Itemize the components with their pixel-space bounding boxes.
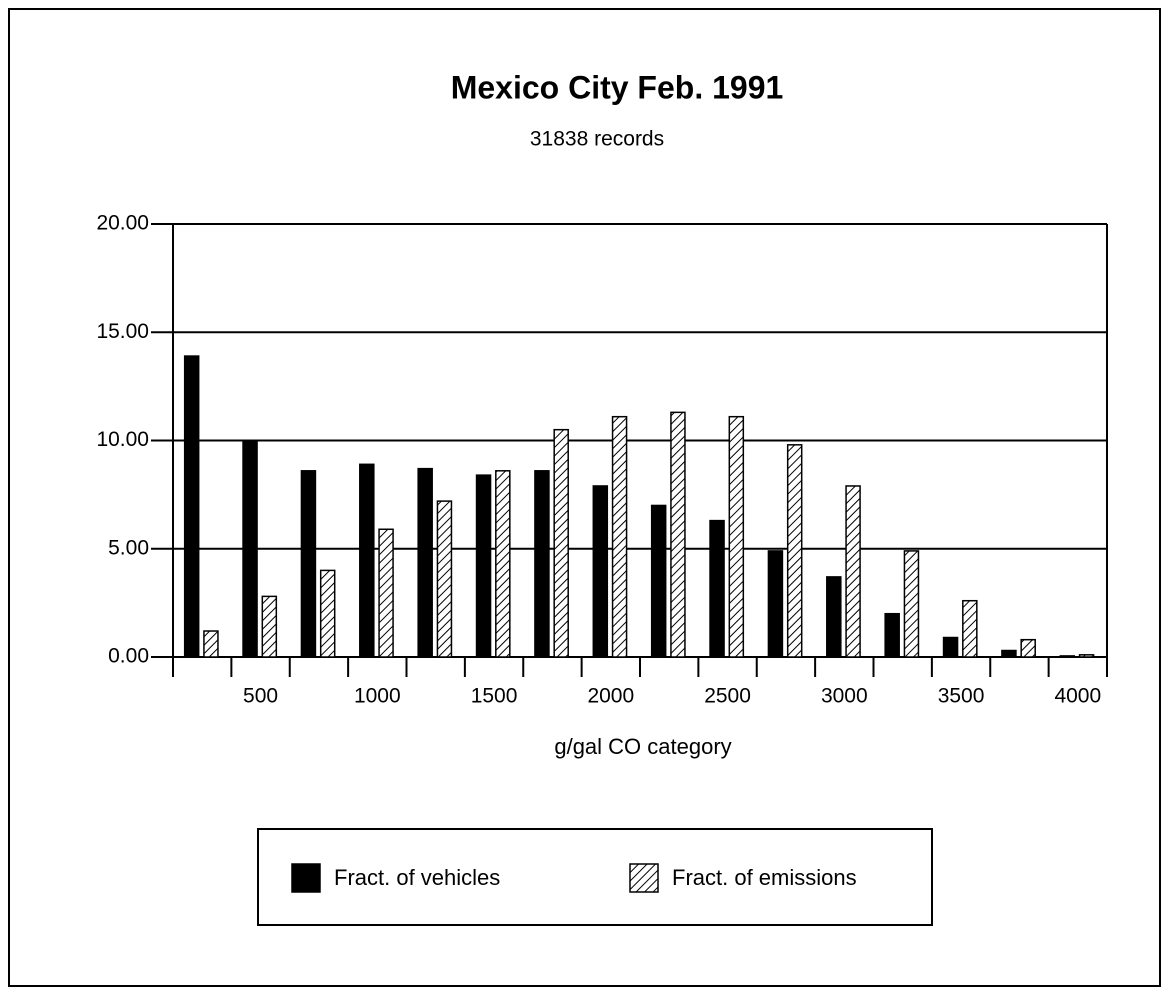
bar <box>553 428 569 658</box>
y-tick-label: 15.00 <box>96 320 149 343</box>
y-tick-label: 5.00 <box>108 536 149 559</box>
bar <box>1001 649 1017 658</box>
x-tick-label: 2000 <box>587 685 634 708</box>
bar <box>728 415 745 658</box>
bar <box>884 612 900 658</box>
bar <box>378 528 394 658</box>
legend-label: Fract. of emissions <box>672 865 857 890</box>
bar <box>417 467 433 658</box>
x-tick-label: 2500 <box>704 685 751 708</box>
bar <box>767 550 784 658</box>
x-tick-label: 1500 <box>471 685 518 708</box>
bar <box>845 485 861 658</box>
bar <box>826 576 842 658</box>
bar <box>359 463 375 658</box>
bar <box>942 636 959 658</box>
y-tick-label: 10.00 <box>96 428 149 451</box>
bar <box>534 470 550 658</box>
frame <box>8 8 1161 987</box>
x-tick-label: 1000 <box>354 685 401 708</box>
legend-swatch <box>291 863 321 893</box>
bar <box>495 470 511 658</box>
bar <box>203 630 219 658</box>
bar <box>1020 638 1036 658</box>
bar <box>611 415 628 658</box>
bar <box>300 470 317 658</box>
chart-title: Mexico City Feb. 1991 <box>451 69 784 105</box>
legend-box <box>257 828 933 926</box>
bar <box>261 595 278 658</box>
bar <box>592 485 609 658</box>
chart-subtitle: 31838 records <box>530 128 664 151</box>
x-tick-label: 3000 <box>821 685 868 708</box>
bar <box>1078 654 1095 658</box>
bar <box>1059 655 1076 658</box>
bar <box>709 519 725 658</box>
bar <box>436 500 453 658</box>
x-tick-label: 3500 <box>938 685 985 708</box>
bar <box>670 411 686 658</box>
bar <box>962 599 978 658</box>
bar <box>183 355 200 658</box>
bar <box>650 504 667 658</box>
legend-swatch <box>629 863 659 893</box>
bar <box>903 550 920 658</box>
bar <box>319 569 336 658</box>
x-axis-title: g/gal CO category <box>554 734 731 759</box>
legend-label: Fract. of vehicles <box>334 865 500 890</box>
x-tick-label: 500 <box>243 685 278 708</box>
bar <box>475 474 492 658</box>
bar <box>242 439 258 658</box>
y-tick-label: 20.00 <box>96 212 149 235</box>
bar <box>786 444 803 658</box>
y-tick-label: 0.00 <box>108 645 149 668</box>
x-tick-label: 4000 <box>1054 685 1101 708</box>
